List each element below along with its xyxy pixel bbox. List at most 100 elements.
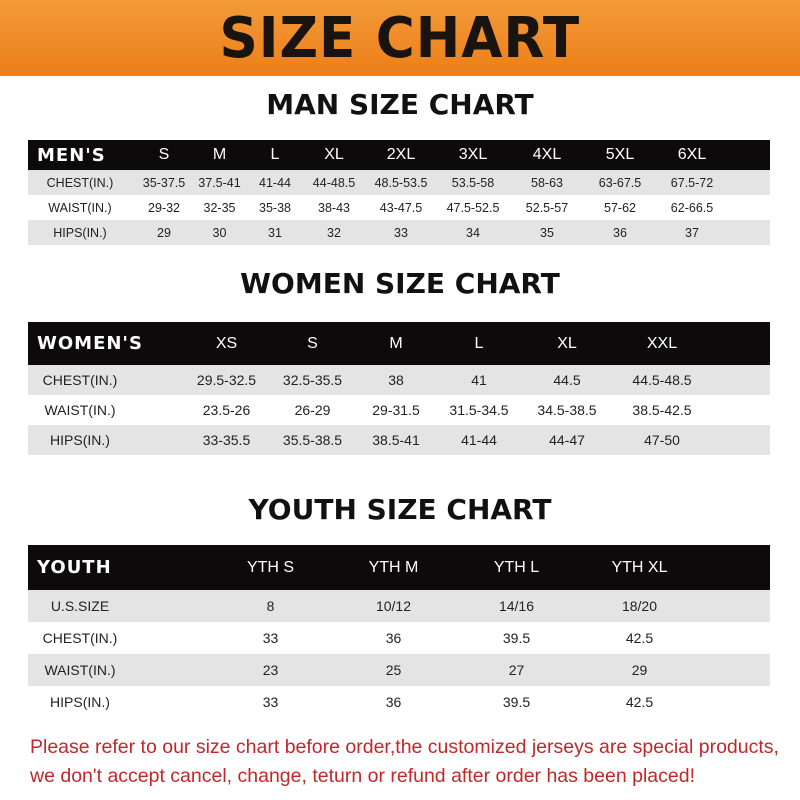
table-cell: 33: [262, 694, 279, 710]
row-label: HIPS(IN.): [50, 432, 110, 448]
size-header-cell: S: [307, 334, 318, 352]
table-cell: 36: [385, 694, 402, 710]
table-cell: 38: [388, 372, 404, 388]
size-header-cell: XL: [557, 334, 577, 352]
table-cell: 63-67.5: [598, 175, 642, 190]
table-cell: 44-47: [549, 432, 585, 448]
row-label: HIPS(IN.): [50, 694, 110, 710]
notice-line-1: Please refer to our size chart before or…: [30, 736, 779, 758]
size-header-cell: 2XL: [386, 146, 416, 163]
table-cell: 43-47.5: [379, 200, 423, 215]
table-cell: 23.5-26: [202, 402, 251, 418]
table-cell: 41: [471, 372, 487, 388]
table-cell: 44.5: [553, 372, 581, 388]
table-cell: 42.5: [625, 694, 654, 710]
table-cell: 37: [685, 225, 699, 240]
table-cell: 37.5-41: [198, 175, 241, 190]
table-header-row: MEN'S S M L XL 2XL 3XL 4XL 5XL 6XL: [28, 140, 770, 170]
table-cell: 38.5-42.5: [632, 402, 692, 418]
table-cell: 42.5: [625, 630, 654, 646]
table-cell: 47.5-52.5: [446, 200, 500, 215]
table-cell: 18/20: [621, 598, 658, 614]
size-header-cell: YTH L: [493, 558, 540, 576]
size-header-cell: 3XL: [458, 146, 488, 163]
table-row: CHEST(IN.) 33 36 39.5 42.5: [28, 622, 770, 654]
table-cell: 29-32: [148, 200, 180, 215]
row-label: CHEST(IN.): [42, 372, 118, 388]
women-size-table: WOMEN'S XS S M L XL XXL CHEST(IN.) 29.5-32.5 32.5…: [28, 322, 770, 455]
table-cell: 36: [385, 630, 402, 646]
table-cell: 44.5-48.5: [632, 372, 692, 388]
table-cell: 32.5-35.5: [282, 372, 343, 388]
table-cell: 34.5-38.5: [537, 402, 597, 418]
men-size-table: MEN'S S M L XL 2XL 3XL 4XL 5XL 6XL CHEST(IN.) 35-37…: [28, 140, 770, 245]
table-cell: 35-38: [259, 200, 291, 215]
row-label: CHEST(IN.): [46, 175, 114, 190]
table-row: CHEST(IN.) 35-37.5 37.5-41 41-44 44-48.5 48.5…: [28, 170, 770, 195]
men-section-title: MAN SIZE CHART: [266, 88, 534, 121]
table-cell: 31.5-34.5: [449, 402, 509, 418]
table-row: HIPS(IN.) 29 30 31 32 33 34 35 36 37: [28, 220, 770, 245]
table-row: U.S.SIZE 8 10/12 14/16 18/20: [28, 590, 770, 622]
table-row: HIPS(IN.) 33-35.5 35.5-38.5 38.5-41 41-44 44-…: [28, 425, 770, 455]
table-cell: 25: [385, 662, 402, 678]
table-cell: 30: [212, 225, 227, 240]
row-label: WAIST(IN.): [48, 200, 112, 215]
table-cell: 27: [508, 662, 525, 678]
table-cell: 29.5-32.5: [196, 372, 257, 388]
table-row: WAIST(IN.) 23.5-26 26-29 29-31.5 31.5-34.5 34…: [28, 395, 770, 425]
table-cell: 32-35: [203, 200, 236, 215]
table-row: WAIST(IN.) 29-32 32-35 35-38 38-43 43-47.5 47.…: [28, 195, 770, 220]
table-header-row: YOUTH YTH S YTH M YTH L YTH XL: [28, 545, 770, 590]
table-row: WAIST(IN.) 23 25 27 29: [28, 654, 770, 686]
table-cell: 62-66.5: [670, 200, 714, 215]
table-cell: 39.5: [502, 630, 531, 646]
table-cell: 33-35.5: [202, 432, 251, 448]
table-row: CHEST(IN.) 29.5-32.5 32.5-35.5 38 41 44.5 44.5…: [28, 365, 770, 395]
size-header-cell: XXL: [646, 334, 678, 352]
table-cell: 58-63: [531, 175, 563, 190]
size-header-cell: 5XL: [605, 146, 635, 163]
size-chart-banner: SIZE CHART: [0, 0, 800, 76]
table-cell: 10/12: [375, 598, 412, 614]
row-label: WAIST(IN.): [44, 402, 116, 418]
table-cell: 35-37.5: [142, 175, 186, 190]
youth-section-title: YOUTH SIZE CHART: [248, 493, 552, 526]
table-row: HIPS(IN.) 33 36 39.5 42.5: [28, 686, 770, 718]
table-cell: 33: [262, 630, 279, 646]
table-cell: 32: [327, 225, 341, 240]
header-label: MEN'S: [37, 144, 106, 166]
table-cell: 35: [540, 225, 554, 240]
header-label: WOMEN'S: [37, 333, 143, 354]
row-label: U.S.SIZE: [50, 598, 110, 614]
size-header-cell: M: [212, 146, 227, 163]
row-label: WAIST(IN.): [44, 662, 116, 678]
youth-size-table: YOUTH YTH S YTH M YTH L YTH XL U.S.SIZE 8 10/12…: [28, 545, 770, 718]
size-header-cell: S: [158, 146, 170, 163]
row-label: HIPS(IN.): [53, 225, 107, 240]
table-cell: 39.5: [502, 694, 531, 710]
size-header-cell: XS: [215, 334, 238, 352]
table-cell: 35.5-38.5: [282, 432, 343, 448]
size-header-cell: L: [270, 146, 280, 163]
table-cell: 48.5-53.5: [374, 175, 428, 190]
table-cell: 8: [266, 598, 275, 614]
header-label: YOUTH: [37, 557, 112, 578]
table-cell: 52.5-57: [525, 200, 569, 215]
table-cell: 47-50: [644, 432, 680, 448]
main-title: SIZE CHART: [219, 5, 581, 71]
table-cell: 33: [394, 225, 408, 240]
table-cell: 34: [466, 225, 480, 240]
size-header-cell: L: [474, 334, 484, 352]
size-header-cell: YTH S: [246, 558, 295, 576]
table-cell: 67.5-72: [670, 175, 714, 190]
table-cell: 29: [157, 225, 171, 240]
table-cell: 38-43: [318, 200, 350, 215]
table-cell: 14/16: [498, 598, 535, 614]
table-cell: 57-62: [604, 200, 636, 215]
table-cell: 29: [631, 662, 648, 678]
size-header-cell: 4XL: [532, 146, 562, 163]
size-header-cell: YTH XL: [611, 558, 668, 576]
table-cell: 29-31.5: [372, 402, 420, 418]
table-cell: 41-44: [461, 432, 497, 448]
